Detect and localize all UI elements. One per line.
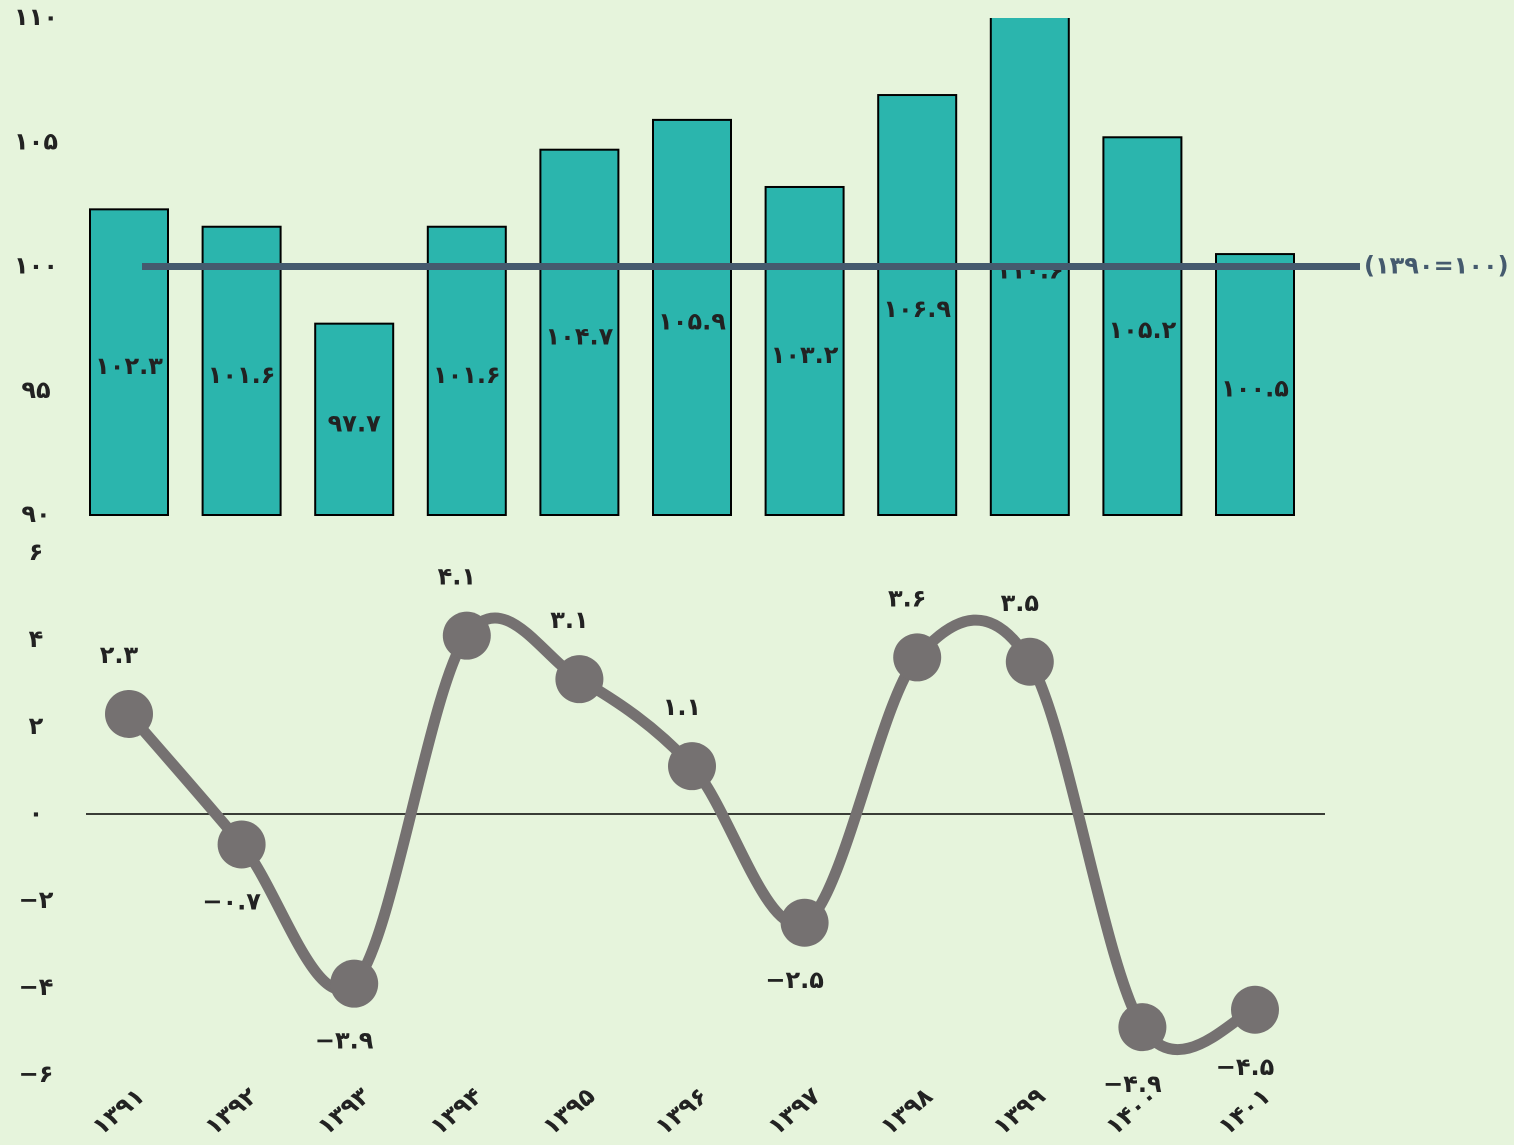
bar — [652, 118, 732, 516]
bar-value-label: ۱۰۵.۲ — [1109, 316, 1177, 344]
bar-value-label: ۱۰۱.۶ — [433, 361, 501, 389]
point-value-label: −۰.۷ — [202, 887, 261, 915]
bar — [539, 148, 620, 517]
bar — [877, 94, 958, 516]
bar-value-label: ۱۰۰.۵ — [1221, 375, 1289, 403]
y-tick-label: −۶ — [19, 1060, 54, 1088]
point-value-label: −۳.۹ — [315, 1027, 374, 1055]
marker — [1118, 1003, 1167, 1052]
marker — [330, 959, 379, 1008]
marker — [1231, 985, 1279, 1034]
y-tick-label: ۱۰۰ — [14, 252, 58, 280]
y-tick-label: −۲ — [19, 886, 54, 914]
bar — [426, 225, 507, 517]
bar-value-label: ۱۰۲.۳ — [95, 352, 163, 380]
point-value-label: ۳.۵ — [1001, 589, 1039, 617]
y-tick-label: ۰ — [29, 799, 44, 827]
bar-value-label: ۱۱۰.۶ — [996, 257, 1064, 285]
y-tick-label: ۴ — [29, 625, 44, 653]
point-value-label: −۲.۵ — [765, 966, 824, 994]
y-tick-label: ۹۰ — [21, 500, 50, 528]
marker — [780, 898, 829, 947]
marker — [217, 820, 266, 869]
marker — [555, 655, 604, 704]
point-value-label: ۳.۱ — [550, 606, 588, 634]
marker — [442, 611, 491, 660]
bar-value-label: ۹۷.۷ — [328, 409, 381, 437]
reference-label: (۱۳۹۰=۱۰۰) — [1364, 252, 1509, 280]
point-value-label: ۴.۱ — [438, 563, 476, 591]
y-tick-label: ۱۱۰ — [14, 3, 58, 31]
y-tick-label: ۶ — [29, 538, 44, 566]
marker — [1005, 637, 1054, 686]
bar-value-label: ۱۰۱.۶ — [208, 361, 276, 389]
marker — [105, 689, 153, 738]
point-value-label: −۴.۵ — [1216, 1053, 1275, 1081]
bar — [89, 208, 169, 516]
y-tick-label: −۴ — [19, 973, 54, 1001]
bar — [1102, 136, 1183, 516]
bars — [89, 18, 1295, 517]
bar-value-label: ۱۰۶.۹ — [883, 295, 951, 323]
bar-value-label: ۱۰۴.۷ — [546, 322, 614, 350]
marker — [668, 742, 716, 791]
bar — [314, 322, 395, 516]
bar-value-label: ۱۰۵.۹ — [658, 307, 726, 335]
marker — [893, 633, 942, 682]
bar — [201, 225, 282, 517]
point-value-label: −۴.۹ — [1103, 1070, 1162, 1098]
bar-value-label: ۱۰۳.۲ — [771, 341, 839, 369]
bar — [1215, 253, 1295, 516]
point-value-label: ۱.۱ — [663, 693, 701, 721]
point-value-label: ۲.۳ — [100, 641, 139, 669]
point-value-label: ۳.۶ — [888, 584, 926, 612]
y-tick-label: ۹۵ — [21, 376, 50, 404]
y-tick-label: ۲ — [29, 712, 44, 740]
y-tick-label: ۱۰۵ — [14, 127, 58, 155]
bar — [764, 185, 845, 516]
